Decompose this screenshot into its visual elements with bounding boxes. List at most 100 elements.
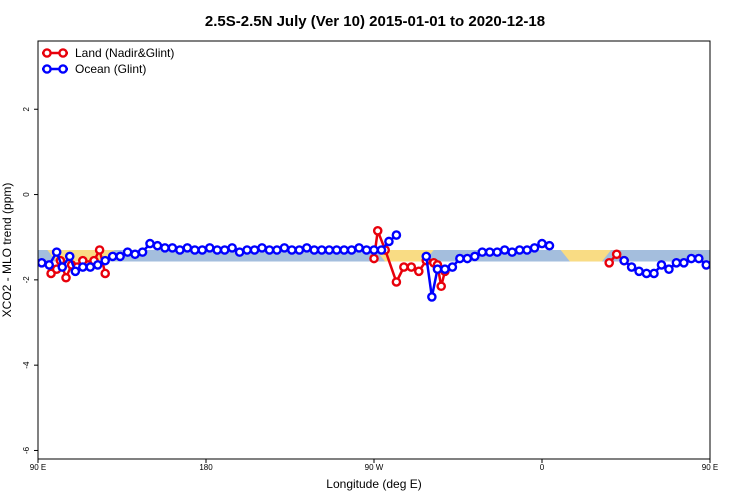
y-axis: 2 0 -2 -4 -6 xyxy=(22,106,38,454)
ocean-data-point xyxy=(686,253,697,264)
ocean-data-point xyxy=(391,230,402,240)
ocean-data-point xyxy=(361,245,372,255)
ocean-data-point xyxy=(137,247,148,257)
land-data-point xyxy=(94,245,105,255)
legend-marker xyxy=(58,64,68,74)
ocean-data-point xyxy=(145,238,155,249)
ocean-data-point xyxy=(427,292,437,302)
ocean-data-point xyxy=(309,245,320,255)
ocean-data-point xyxy=(514,245,525,255)
ocean-data-point xyxy=(432,264,443,274)
ocean-data-point xyxy=(107,251,118,262)
ocean-data-point xyxy=(462,253,473,264)
ocean-data-point xyxy=(649,268,659,279)
ocean-data-point xyxy=(447,262,458,272)
ocean-data-point xyxy=(122,247,133,257)
land-trend-band xyxy=(375,250,434,262)
ocean-data-point xyxy=(725,259,732,266)
land-data-point xyxy=(391,277,402,287)
ocean-data-point xyxy=(219,245,230,255)
ocean-data-point xyxy=(92,260,103,270)
land-data-point xyxy=(399,262,409,272)
x-tick-label: 0 xyxy=(540,463,545,472)
ocean-data-point xyxy=(242,245,252,255)
ocean-data-point xyxy=(294,245,305,255)
legend: Land (Nadir&Glint) Ocean (Glint) xyxy=(42,46,174,76)
ocean-data-point xyxy=(641,268,652,279)
land-data-point xyxy=(372,226,383,236)
ocean-data-point xyxy=(78,262,88,272)
ocean-data-point xyxy=(671,257,682,268)
ocean-data-point xyxy=(740,257,747,264)
y-tick-label: -2 xyxy=(22,276,31,284)
ocean-data-point xyxy=(324,245,335,255)
ocean-data-point xyxy=(626,262,637,272)
ocean-data-point xyxy=(44,260,55,270)
ocean-data-point xyxy=(160,243,170,253)
ocean-data-point xyxy=(369,245,379,255)
ocean-data-point xyxy=(301,243,312,253)
ocean-data-point xyxy=(733,261,740,268)
legend-marker xyxy=(58,48,68,58)
ocean-data-point xyxy=(634,266,644,277)
ocean-data-point xyxy=(167,243,178,253)
ocean-data-point xyxy=(455,253,465,264)
y-tick-label: -6 xyxy=(22,446,31,454)
x-tick-label: 90 W xyxy=(365,463,384,472)
ocean-data-point xyxy=(189,245,200,255)
ocean-data-point xyxy=(264,245,275,255)
ocean-data-point xyxy=(85,262,96,272)
ocean-data-point xyxy=(440,264,450,274)
ocean-data-point xyxy=(619,255,629,266)
land-data-point xyxy=(406,262,417,272)
ocean-data-point xyxy=(469,251,480,262)
ocean-data-point xyxy=(679,257,689,268)
ocean-data-point xyxy=(234,247,245,257)
ocean-data-point xyxy=(51,247,62,257)
ocean-data-point xyxy=(227,243,237,253)
legend-label-ocean: Ocean (Glint) xyxy=(75,62,146,76)
ocean-data-point xyxy=(718,261,725,268)
ocean-data-point xyxy=(708,259,710,266)
ocean-data-point xyxy=(507,247,517,257)
legend-item-land: Land (Nadir&Glint) xyxy=(42,46,174,60)
land-data-point xyxy=(413,266,424,277)
ocean-data-point xyxy=(384,236,394,247)
ocean-data-point xyxy=(279,243,290,253)
ocean-data-point xyxy=(257,243,267,253)
ocean-data-point xyxy=(316,245,327,255)
ocean-data-point xyxy=(656,260,667,270)
y-tick-label: 0 xyxy=(22,192,31,197)
land-data-point xyxy=(61,272,71,283)
x-tick-label: 90 E xyxy=(30,463,46,472)
ocean-data-point xyxy=(70,266,81,277)
ocean-data-point xyxy=(175,245,185,255)
ocean-data-point xyxy=(182,243,193,253)
legend-marker xyxy=(42,48,52,58)
ocean-data-point xyxy=(272,245,282,255)
chart-title: 2.5S-2.5N July (Ver 10) 2015-01-01 to 20… xyxy=(205,13,545,30)
legend-marker xyxy=(42,64,52,74)
x-tick-label: 180 xyxy=(199,463,213,472)
ocean-data-point xyxy=(529,243,540,253)
series-layer xyxy=(38,226,747,302)
ocean-data-point xyxy=(376,245,387,255)
ocean-data-point xyxy=(287,245,297,255)
ocean-data-point xyxy=(522,245,532,255)
ocean-data-point xyxy=(421,251,432,262)
ocean-data-point xyxy=(544,240,555,251)
ocean-data-point xyxy=(57,262,68,272)
x-axis-title: Longitude (deg E) xyxy=(326,477,421,491)
ocean-data-point xyxy=(701,260,710,270)
legend-item-ocean: Ocean (Glint) xyxy=(42,62,146,76)
land-data-point xyxy=(436,281,447,292)
land-data-point xyxy=(100,268,110,279)
ocean-data-point xyxy=(477,247,488,257)
ocean-data-point xyxy=(204,243,215,253)
ocean-data-point xyxy=(64,251,75,262)
y-tick-label: 2 xyxy=(22,106,31,111)
ocean-data-point xyxy=(484,247,495,257)
ocean-data-point xyxy=(339,245,349,255)
